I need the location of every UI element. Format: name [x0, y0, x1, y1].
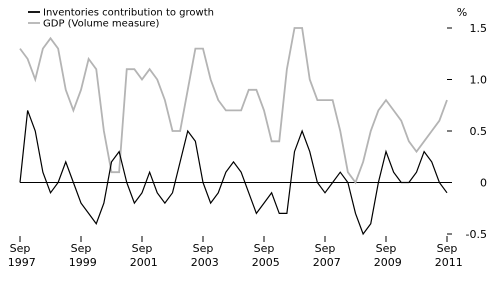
y-tick-label: 0 [480, 177, 487, 190]
y-axis-label: % [457, 6, 467, 19]
x-tick-label: Sep 1999 [65, 242, 97, 269]
legend-label: GDP (Volume measure) [43, 19, 160, 30]
y-tick-label: 1.5 [470, 22, 488, 35]
y-tick-label: -0.5 [466, 228, 487, 241]
legend-label: Inventories contribution to growth [43, 8, 214, 19]
series-line [19, 110, 448, 236]
x-tick-label: Sep 2007 [309, 242, 341, 269]
y-tick-label: 1.0 [470, 74, 488, 87]
y-tick-label: 0.5 [470, 125, 488, 138]
x-tick-label: Sep 2001 [126, 242, 158, 269]
x-tick-label: Sep 1997 [4, 242, 36, 269]
series-line [19, 27, 448, 185]
x-tick-label: Sep 2005 [248, 242, 280, 269]
x-tick-label: Sep 2003 [187, 242, 219, 269]
x-tick-label: Sep 2011 [431, 242, 463, 269]
x-tick-label: Sep 2009 [370, 242, 402, 269]
